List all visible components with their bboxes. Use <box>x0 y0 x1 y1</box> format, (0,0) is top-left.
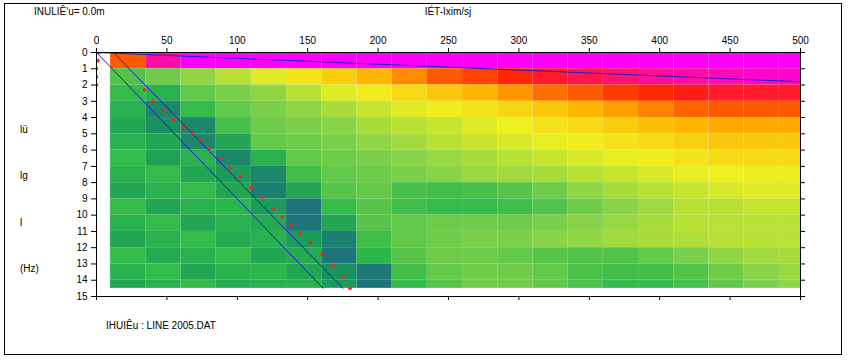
svg-text:0: 0 <box>94 35 100 46</box>
html-text:INULIÊ'u= 0.0m: INULIÊ'u= 0.0m <box>34 6 105 17</box>
svg-text:8: 8 <box>82 177 88 188</box>
svg-text:100: 100 <box>229 35 246 46</box>
svg-text:13: 13 <box>76 258 88 269</box>
svg-text:50: 50 <box>161 35 173 46</box>
html-text:IHUIÊu : LINE 2005.DAT: IHUIÊu : LINE 2005.DAT <box>106 320 216 331</box>
html-text:(Hz): (Hz) <box>20 263 39 275</box>
html-text:lü: lü <box>20 124 28 136</box>
svg-text:6: 6 <box>82 144 88 155</box>
svg-text:150: 150 <box>299 35 316 46</box>
svg-text:12: 12 <box>76 242 88 253</box>
svg-text:300: 300 <box>511 35 528 46</box>
html-text:l: l <box>20 216 23 228</box>
html-text:IÉT-Ixim/sj: IÉT-Ixim/sj <box>424 6 472 17</box>
svg-text:15: 15 <box>76 291 88 302</box>
svg-text:10: 10 <box>76 209 88 220</box>
svg-text:400: 400 <box>651 35 668 46</box>
svg-text:200: 200 <box>370 35 387 46</box>
svg-text:250: 250 <box>440 35 457 46</box>
svg-text:9: 9 <box>82 193 88 204</box>
svg-text:450: 450 <box>722 35 739 46</box>
svg-text:500: 500 <box>792 35 809 46</box>
svg-text:11: 11 <box>77 226 88 237</box>
svg-text:14: 14 <box>76 274 88 285</box>
svg-text:0: 0 <box>82 47 88 58</box>
svg-text:4: 4 <box>82 112 88 123</box>
html-text:lg: lg <box>20 170 28 182</box>
svg-text:350: 350 <box>581 35 598 46</box>
svg-text:3: 3 <box>82 96 88 107</box>
svg-text:7: 7 <box>82 161 88 172</box>
svg-text:1: 1 <box>82 63 88 74</box>
svg-text:5: 5 <box>82 128 88 139</box>
svg-text:2: 2 <box>82 79 88 90</box>
